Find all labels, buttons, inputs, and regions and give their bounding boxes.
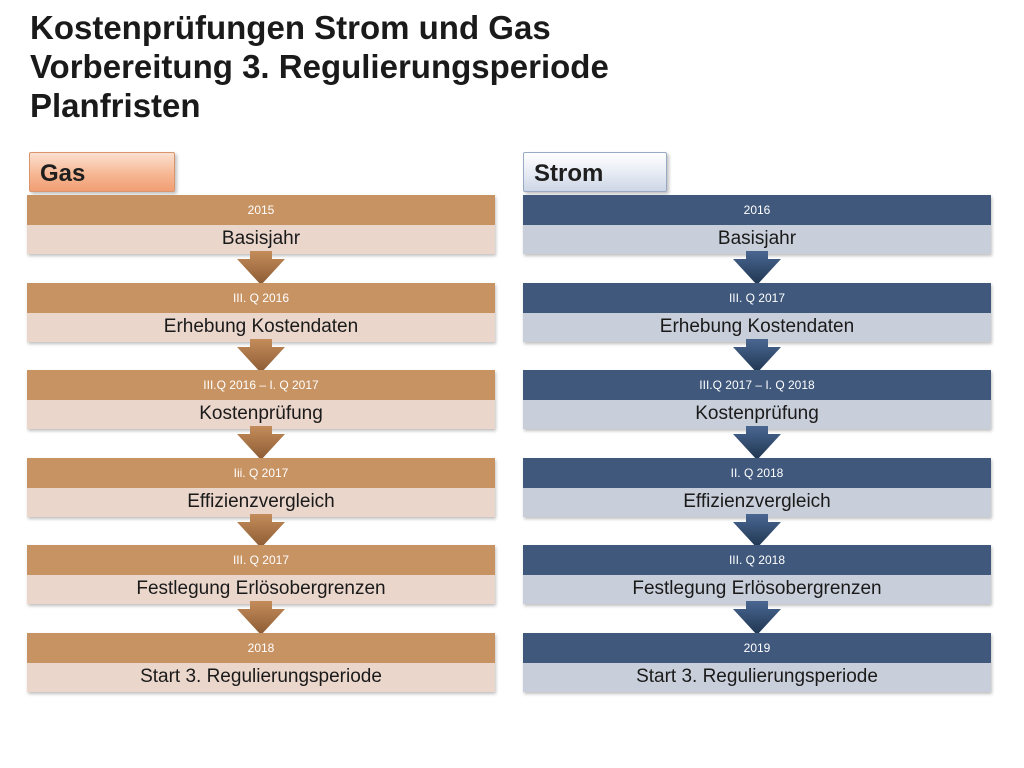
strom-step: III. Q 2018 Festlegung Erlösobergrenzen (523, 545, 991, 604)
gas-step-date: Iii. Q 2017 (27, 458, 495, 488)
gas-step-label: Kostenprüfung (27, 400, 495, 429)
gas-step-date: III. Q 2017 (27, 545, 495, 575)
down-arrow-icon (733, 339, 781, 373)
gas-step-label: Effizienzvergleich (27, 488, 495, 517)
strom-step-label: Start 3. Regulierungsperiode (523, 663, 991, 692)
gas-step: III. Q 2017 Festlegung Erlösobergrenzen (27, 545, 495, 604)
down-arrow-icon (237, 339, 285, 373)
strom-step: 2019 Start 3. Regulierungsperiode (523, 633, 991, 692)
strom-step-label: Effizienzvergleich (523, 488, 991, 517)
page-title: Kostenprüfungen Strom und Gas Vorbereitu… (30, 8, 609, 125)
strom-step-date: II. Q 2018 (523, 458, 991, 488)
down-arrow-icon (237, 426, 285, 460)
gas-step: III. Q 2016 Erhebung Kostendaten (27, 283, 495, 342)
gas-step-label: Basisjahr (27, 225, 495, 254)
gas-step-date: 2018 (27, 633, 495, 663)
strom-step-date: III. Q 2017 (523, 283, 991, 313)
gas-step-label: Start 3. Regulierungsperiode (27, 663, 495, 692)
gas-header: Gas (29, 152, 175, 192)
gas-step-date: 2015 (27, 195, 495, 225)
gas-step-date: III.Q 2016 – I. Q 2017 (27, 370, 495, 400)
down-arrow-icon (237, 601, 285, 635)
gas-step-label: Festlegung Erlösobergrenzen (27, 575, 495, 604)
strom-step: III. Q 2017 Erhebung Kostendaten (523, 283, 991, 342)
strom-step-date: III. Q 2018 (523, 545, 991, 575)
strom-header: Strom (523, 152, 667, 192)
strom-step-label: Basisjahr (523, 225, 991, 254)
gas-step-label: Erhebung Kostendaten (27, 313, 495, 342)
strom-step-label: Kostenprüfung (523, 400, 991, 429)
title-line-2: Vorbereitung 3. Regulierungsperiode (30, 48, 609, 85)
down-arrow-icon (733, 601, 781, 635)
title-line-3: Planfristen (30, 87, 201, 124)
gas-column: Gas 2015 Basisjahr III. Q 2016 Erhebung Kos… (27, 0, 495, 768)
gas-step-date: III. Q 2016 (27, 283, 495, 313)
gas-step: 2015 Basisjahr (27, 195, 495, 254)
down-arrow-icon (237, 514, 285, 548)
strom-step-date: 2019 (523, 633, 991, 663)
strom-column: Strom 2016 Basisjahr III. Q 2017 Erhebung K… (523, 0, 991, 768)
gas-step: III.Q 2016 – I. Q 2017 Kostenprüfung (27, 370, 495, 429)
strom-step-date: 2016 (523, 195, 991, 225)
strom-step: II. Q 2018 Effizienzvergleich (523, 458, 991, 517)
down-arrow-icon (733, 251, 781, 285)
gas-step: Iii. Q 2017 Effizienzvergleich (27, 458, 495, 517)
gas-step: 2018 Start 3. Regulierungsperiode (27, 633, 495, 692)
strom-step: 2016 Basisjahr (523, 195, 991, 254)
down-arrow-icon (733, 514, 781, 548)
strom-step: III.Q 2017 – I. Q 2018 Kostenprüfung (523, 370, 991, 429)
strom-step-label: Erhebung Kostendaten (523, 313, 991, 342)
down-arrow-icon (237, 251, 285, 285)
title-line-1: Kostenprüfungen Strom und Gas (30, 9, 551, 46)
down-arrow-icon (733, 426, 781, 460)
strom-step-date: III.Q 2017 – I. Q 2018 (523, 370, 991, 400)
strom-step-label: Festlegung Erlösobergrenzen (523, 575, 991, 604)
